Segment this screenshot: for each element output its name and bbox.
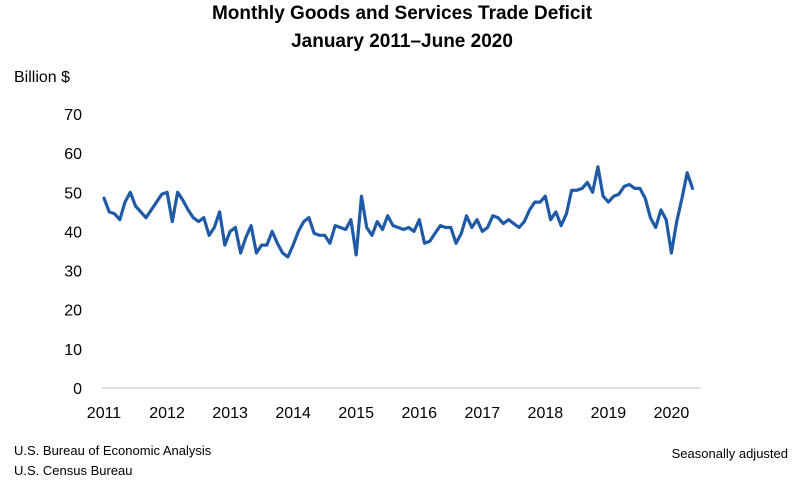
y-tick-labels: 0 10 20 30 40 50 60 70 xyxy=(64,107,82,398)
seasonal-note: Seasonally adjusted xyxy=(671,446,788,461)
y-tick-label: 50 xyxy=(64,185,82,202)
x-tick-label: 2020 xyxy=(654,405,690,422)
x-tick-label: 2016 xyxy=(401,405,437,422)
x-tick-label: 2011 xyxy=(87,405,122,422)
y-tick-label: 70 xyxy=(64,107,82,124)
x-tick-label: 2013 xyxy=(212,405,248,422)
y-tick-label: 30 xyxy=(64,264,82,281)
y-tick-label: 60 xyxy=(64,146,82,163)
x-tick-label: 2012 xyxy=(149,405,185,422)
y-tick-label: 40 xyxy=(64,224,82,241)
series-line xyxy=(102,165,695,259)
x-tick-label: 2018 xyxy=(528,405,564,422)
x-tick-label: 2015 xyxy=(338,405,374,422)
x-tick-label: 2014 xyxy=(275,405,311,422)
y-axis-label: Billion $ xyxy=(14,69,71,86)
x-tick-labels: 2011 2012 2013 2014 2015 2016 2017 2018 2019 2020 xyxy=(87,405,690,422)
source-bea: U.S. Bureau of Economic Analysis xyxy=(14,443,212,458)
y-tick-label: 20 xyxy=(64,303,82,320)
x-tick-label: 2017 xyxy=(465,405,501,422)
y-tick-label: 0 xyxy=(73,381,82,398)
x-tick-label: 2019 xyxy=(591,405,627,422)
chart-subtitle: January 2011–June 2020 xyxy=(291,31,513,52)
chart-title: Monthly Goods and Services Trade Deficit xyxy=(211,3,593,24)
source-census: U.S. Census Bureau xyxy=(14,463,133,478)
y-tick-label: 10 xyxy=(64,342,82,359)
